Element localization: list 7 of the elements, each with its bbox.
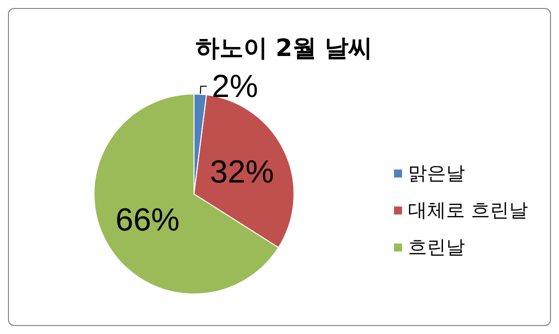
data-label: 32% [210,153,274,190]
data-label: 66% [116,202,180,238]
chart-title: 하노이 2월 날씨 [195,34,373,62]
legend-label: 대체로 흐린날 [408,200,528,222]
legend-label: 맑은날 [408,162,465,184]
legend-label: 흐린날 [408,236,465,258]
data-label: 2% [212,68,258,104]
